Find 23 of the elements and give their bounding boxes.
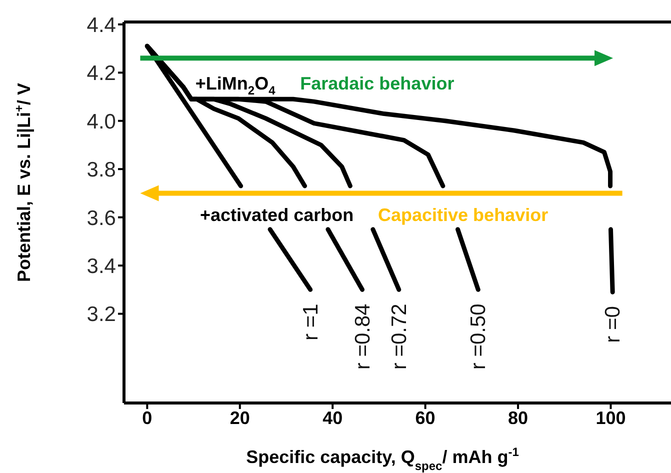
text: r =0.84 (351, 303, 374, 370)
x-tick-label: 80 (508, 408, 528, 428)
x-tick-label: 100 (596, 408, 626, 428)
x-tick-label: 0 (142, 408, 152, 428)
y-tick-label: 3.4 (86, 255, 116, 278)
annotation: Capacitive behavior (378, 204, 548, 225)
annotation: +activated carbon (200, 204, 354, 225)
y-tick-label: 4.2 (86, 62, 116, 86)
y-tick-label: 3.6 (86, 206, 116, 230)
x-tick-label: 60 (415, 408, 436, 428)
x-tick-label: 40 (322, 408, 343, 428)
x-axis-title: Specific capacity, Q$_{spec}$/ mAh g$^{-1}$ (246, 445, 520, 473)
text: r =0 (602, 306, 625, 343)
text: r =0.50 (467, 304, 490, 370)
y-tick-label: 3.8 (86, 158, 116, 182)
y-tick-label: 3.2 (86, 303, 116, 326)
text: r =1 (299, 304, 322, 340)
annotation: Faradaic behavior (300, 73, 454, 94)
y-tick-label: 4.0 (86, 110, 116, 134)
x-tick-label: 20 (230, 408, 250, 428)
y-tick-label: 4.4 (86, 14, 116, 37)
annotation: +LiMn$_{2}$O$_{4}$ (195, 73, 276, 98)
text: r =0.72 (388, 304, 411, 370)
